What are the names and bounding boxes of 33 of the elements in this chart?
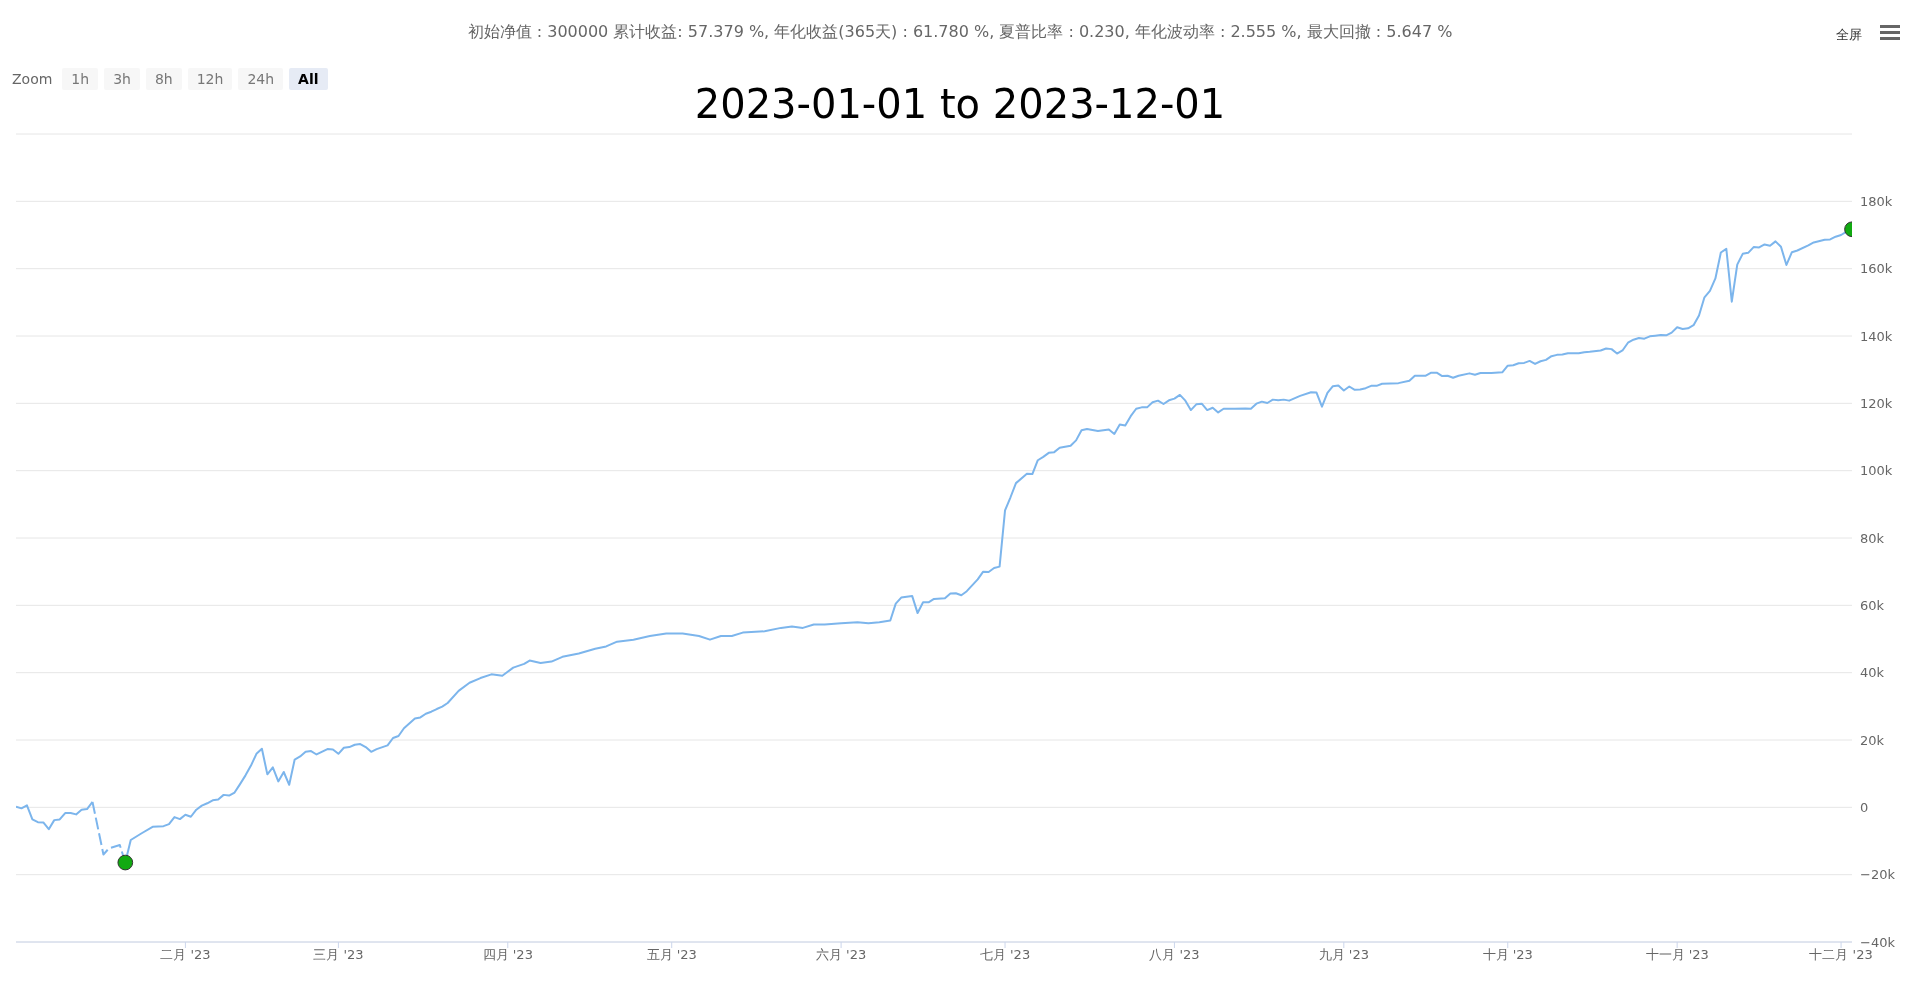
x-tick-label: 二月 '23	[160, 947, 211, 963]
x-tick-label: 九月 '23	[1318, 947, 1369, 963]
text: 12h	[187, 68, 233, 90]
y-tick-label: 160k	[1860, 261, 1893, 277]
x-tick-label: 十月 '23	[1482, 947, 1533, 963]
y-tick-label: 180k	[1860, 193, 1893, 209]
y-tick-label: 100k	[1860, 463, 1893, 479]
y-tick-label: −40k	[1860, 934, 1896, 950]
x-tick-label: 三月 '23	[313, 947, 364, 963]
y-tick-label: 40k	[1860, 665, 1885, 681]
x-tick-label: 四月 '23	[482, 947, 533, 963]
text: 全屏	[1836, 26, 1862, 44]
y-tick-label: 120k	[1860, 395, 1893, 411]
text: 24h	[238, 68, 284, 90]
y-tick-label: −20k	[1860, 867, 1896, 883]
chart-subtitle: 初始净值 : 300000 累计收益: 57.379 %, 年化收益(365天) : 61.780 %, 夏普比率 : 0.230, 年化波动率 : 2.555 %, 最大回撤 : 5.647 %	[467, 22, 1453, 41]
x-tick-label: 八月 '23	[1149, 947, 1200, 963]
y-tick-label: 140k	[1860, 328, 1893, 344]
y-tick-label: 60k	[1860, 597, 1885, 613]
text: 8h	[145, 68, 182, 90]
x-tick-label: 七月 '23	[979, 947, 1031, 963]
y-tick-label: 80k	[1860, 530, 1885, 546]
text: 1h	[62, 68, 99, 90]
y-tick-label: 20k	[1860, 732, 1885, 748]
text: 3h	[104, 68, 140, 90]
y-tick-label: 0	[1860, 799, 1869, 815]
x-tick-label: 十一月 '23	[1645, 947, 1709, 963]
text: Zoom	[12, 71, 53, 87]
text: All	[289, 68, 328, 90]
x-tick-label: 五月 '23	[646, 947, 697, 963]
chart-title: 2023-01-01 to 2023-12-01	[694, 81, 1226, 127]
x-tick-label: 十二月 '23	[1809, 947, 1873, 963]
x-tick-label: 六月 '23	[815, 947, 867, 963]
